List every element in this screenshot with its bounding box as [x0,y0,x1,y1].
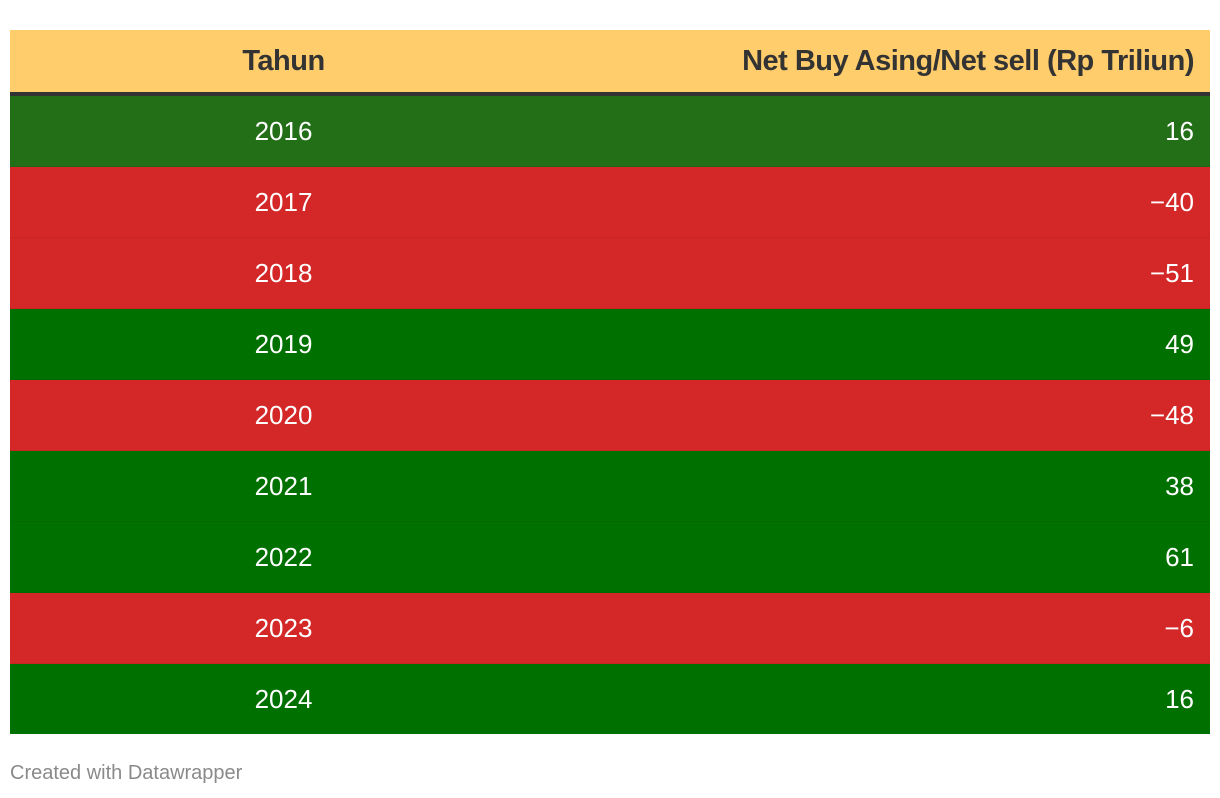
table-row: 2016 16 [10,93,1210,167]
header-row: Tahun Net Buy Asing/Net sell (Rp Triliun… [10,30,1210,96]
table-row: 2022 61 [10,521,1210,593]
column-header-year: Tahun [10,30,557,96]
table-row: 2023 −6 [10,592,1210,664]
data-table: Tahun Net Buy Asing/Net sell (Rp Triliun… [10,30,1210,734]
cell-year: 2017 [10,166,557,238]
cell-net-value: 49 [557,308,1210,380]
cell-year: 2022 [10,521,557,593]
cell-year: 2019 [10,308,557,380]
cell-year: 2023 [10,592,557,664]
data-table-container: Tahun Net Buy Asing/Net sell (Rp Triliun… [10,30,1210,734]
cell-year: 2024 [10,663,557,734]
table-row: 2018 −51 [10,237,1210,309]
table-row: 2020 −48 [10,379,1210,451]
cell-net-value: 16 [557,93,1210,167]
table-row: 2017 −40 [10,166,1210,238]
table-row: 2019 49 [10,308,1210,380]
table-body: 2016 16 2017 −40 2018 −51 2019 49 2020 −48 2021 38 2… [10,93,1210,734]
cell-net-value: −51 [557,237,1210,309]
footer-credit: Created with Datawrapper [10,762,243,784]
cell-year: 2020 [10,379,557,451]
cell-net-value: −48 [557,379,1210,451]
table-row: 2021 38 [10,450,1210,522]
table-header: Tahun Net Buy Asing/Net sell (Rp Triliun… [10,30,1210,96]
cell-year: 2016 [10,93,557,167]
column-header-value: Net Buy Asing/Net sell (Rp Triliun) [557,30,1210,96]
cell-year: 2018 [10,237,557,309]
cell-net-value: −40 [557,166,1210,238]
cell-net-value: 16 [557,663,1210,734]
table-row: 2024 16 [10,663,1210,734]
cell-net-value: −6 [557,592,1210,664]
cell-year: 2021 [10,450,557,522]
cell-net-value: 61 [557,521,1210,593]
cell-net-value: 38 [557,450,1210,522]
